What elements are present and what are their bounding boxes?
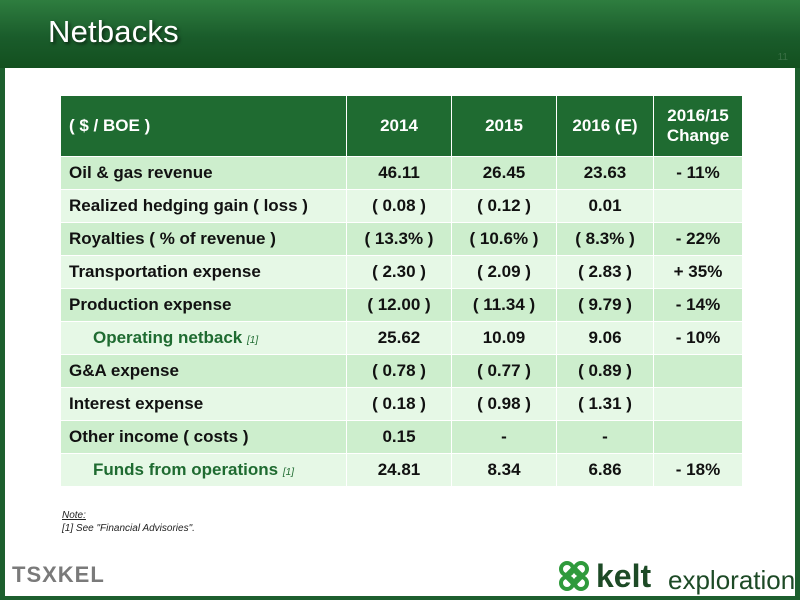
row-label: Funds from operations [1] — [60, 453, 347, 487]
table-cell: - — [556, 420, 654, 454]
column-header-change: 2016/15 Change — [653, 95, 743, 157]
row-label: Other income ( costs ) — [60, 420, 347, 454]
row-label-text: Oil & gas revenue — [69, 163, 213, 182]
table-cell: ( 8.3% ) — [556, 222, 654, 256]
column-header-unit: ( $ / BOE ) — [60, 95, 347, 157]
table-cell: - 10% — [653, 321, 743, 355]
table-cell: 23.63 — [556, 156, 654, 190]
table-cell — [653, 387, 743, 421]
table-row: G&A expense ( 0.78 )( 0.77 )( 0.89 ) — [60, 354, 743, 388]
table-cell: ( 1.31 ) — [556, 387, 654, 421]
table-cell: ( 2.30 ) — [346, 255, 452, 289]
row-label-text: Interest expense — [69, 394, 204, 413]
table-cell: ( 2.09 ) — [451, 255, 557, 289]
row-label: Realized hedging gain ( loss ) — [60, 189, 347, 223]
table-cell: ( 9.79 ) — [556, 288, 654, 322]
row-label: Interest expense — [60, 387, 347, 421]
bottom-border — [0, 596, 800, 600]
table-row: Royalties ( % of revenue ) ( 13.3% )( 10.… — [60, 222, 743, 256]
row-label-text: Production expense — [69, 295, 232, 314]
table-cell: ( 12.00 ) — [346, 288, 452, 322]
table-cell: - 11% — [653, 156, 743, 190]
row-label: Oil & gas revenue — [60, 156, 347, 190]
table-cell — [653, 354, 743, 388]
row-label-text: Operating netback — [93, 328, 243, 347]
table-cell: 8.34 — [451, 453, 557, 487]
table-row: Other income ( costs ) 0.15- - — [60, 420, 743, 454]
table-cell: 9.06 — [556, 321, 654, 355]
row-label: Production expense — [60, 288, 347, 322]
table-row: Funds from operations [1] 24.81 8.34 6.86- … — [60, 453, 743, 487]
row-label: Transportation expense — [60, 255, 347, 289]
table-row: Production expense ( 12.00 )( 11.34 )( 9.… — [60, 288, 743, 322]
tsx-logo-suffix: KEL — [57, 562, 105, 587]
celtic-knot-icon — [559, 561, 589, 591]
table-row: Realized hedging gain ( loss ) ( 0.08 )( … — [60, 189, 743, 223]
kelt-logo-subtitle: exploration — [668, 565, 796, 595]
row-label-text: Funds from operations — [93, 460, 279, 479]
table-cell: + 35% — [653, 255, 743, 289]
table-cell — [653, 420, 743, 454]
table-cell: - — [451, 420, 557, 454]
table-cell: ( 0.77 ) — [451, 354, 557, 388]
netbacks-table: ( $ / BOE ) 2014 2015 2016 (E) 2016/15 Ch… — [60, 95, 743, 487]
column-header-2015: 2015 — [451, 95, 557, 157]
row-label-text: G&A expense — [69, 361, 179, 380]
left-border — [0, 68, 5, 600]
right-border — [795, 68, 800, 600]
footnote-marker: [1] — [282, 467, 294, 478]
page-number: 11 — [777, 52, 788, 63]
table-cell — [653, 189, 743, 223]
table-row: Oil & gas revenue 46.11 26.45 23.63- 11% — [60, 156, 743, 190]
note-text: [1] See "Financial Advisories". — [62, 523, 195, 534]
table-cell: 10.09 — [451, 321, 557, 355]
table-cell: ( 2.83 ) — [556, 255, 654, 289]
column-header-2016e: 2016 (E) — [556, 95, 654, 157]
table-cell: - 18% — [653, 453, 743, 487]
row-label-text: Realized hedging gain ( loss ) — [69, 196, 308, 215]
table-cell: ( 11.34 ) — [451, 288, 557, 322]
table-cell: ( 13.3% ) — [346, 222, 452, 256]
table-cell: ( 10.6% ) — [451, 222, 557, 256]
tsx-logo: TSXKEL — [12, 562, 105, 588]
tsx-logo-text: TSX — [12, 562, 58, 587]
table-cell: - 22% — [653, 222, 743, 256]
kelt-logo-name: kelt — [596, 558, 652, 594]
table-cell: 25.62 — [346, 321, 452, 355]
slide-title: Netbacks — [48, 14, 179, 49]
table-row: Transportation expense ( 2.30 )( 2.09 )( … — [60, 255, 743, 289]
table-cell: ( 0.18 ) — [346, 387, 452, 421]
table-cell: 6.86 — [556, 453, 654, 487]
row-label-text: Royalties ( % of revenue ) — [69, 229, 276, 248]
title-bar: Netbacks — [0, 0, 800, 68]
table-cell: ( 0.08 ) — [346, 189, 452, 223]
table-row: Interest expense ( 0.18 )( 0.98 )( 1.31 ) — [60, 387, 743, 421]
table-cell: 26.45 — [451, 156, 557, 190]
table-cell: ( 0.12 ) — [451, 189, 557, 223]
kelt-logo: kelt exploration — [556, 556, 796, 596]
row-label: Royalties ( % of revenue ) — [60, 222, 347, 256]
note-title: Note: — [62, 510, 86, 521]
table-cell: ( 0.98 ) — [451, 387, 557, 421]
table-body: Oil & gas revenue 46.11 26.45 23.63- 11% Rea… — [60, 156, 743, 487]
table-row: Operating netback [1] 25.62 10.09 9.06- 10% — [60, 321, 743, 355]
footnote-marker: [1] — [247, 335, 259, 346]
table-cell: 0.15 — [346, 420, 452, 454]
row-label-text: Other income ( costs ) — [69, 427, 249, 446]
row-label: Operating netback [1] — [60, 321, 347, 355]
row-label: G&A expense — [60, 354, 347, 388]
table-cell: 46.11 — [346, 156, 452, 190]
table-cell: ( 0.78 ) — [346, 354, 452, 388]
table-header-row: ( $ / BOE ) 2014 2015 2016 (E) 2016/15 Ch… — [60, 95, 743, 157]
table-cell: 24.81 — [346, 453, 452, 487]
table-cell: ( 0.89 ) — [556, 354, 654, 388]
table-cell: - 14% — [653, 288, 743, 322]
column-header-2014: 2014 — [346, 95, 452, 157]
row-label-text: Transportation expense — [69, 262, 261, 281]
table-cell: 0.01 — [556, 189, 654, 223]
